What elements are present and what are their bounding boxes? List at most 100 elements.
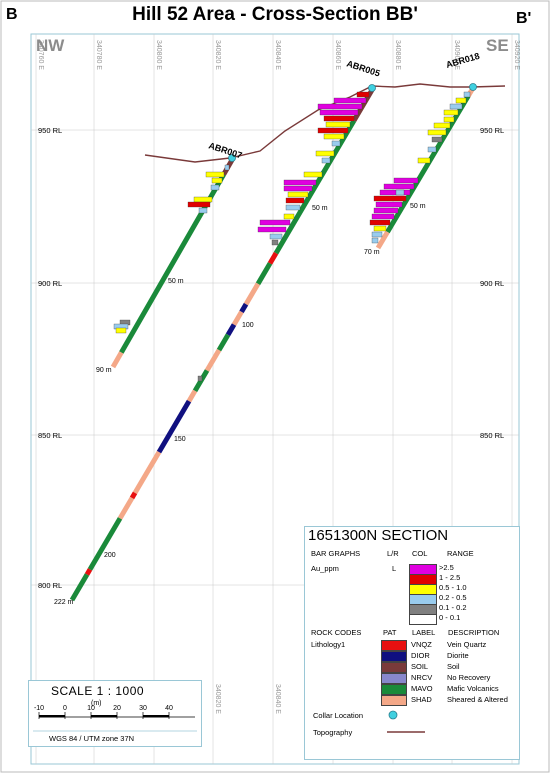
direction-nw-label: NW [36,36,65,55]
legend-range-label: RANGE [447,549,474,558]
depth-label: 50 m [312,205,328,212]
depth-label: 90 m [96,367,112,374]
legend-rock-code: DIOR [411,651,430,660]
scale-tick-label: 40 [165,705,173,712]
assay-bar-group [113,164,230,334]
legend-rock-code: MAVO [411,684,433,693]
assay-bar [395,189,405,196]
easting-tick-label: 340820 E [214,40,221,70]
scale-tick-label: 0 [63,705,67,712]
legend-lr-label: L/R [387,549,399,558]
assay-bar [433,122,451,129]
lithology-interval [87,517,123,571]
assay-bar [210,184,220,191]
lithology-interval [204,348,222,372]
legend-panel: 1651300N SECTION BAR GRAPHS L/R COL RANG… [304,526,520,760]
easting-tick-label: 340860 E [334,40,341,70]
easting-tick-label: 340800 E [155,40,162,70]
assay-bar-group [369,91,471,244]
assay-bar [205,171,225,178]
easting-tick-label: 340760 E [37,40,44,70]
assay-bar [371,213,395,220]
scale-bar-panel: SCALE 1 : 1000 -10 0 10 20 30 40 (m) WGS 84 /… [28,680,202,747]
easting-tick-label: 340780 E [95,40,102,70]
lithology-interval [216,333,231,352]
assay-bar [197,375,203,382]
assay-bar [283,179,317,186]
hole-label-abr018: ABR018 [445,51,481,70]
easting-tick-label-bottom: 340820 E [214,684,221,714]
legend-bar-field: Au_ppm [311,564,339,573]
scale-tick-label: -10 [34,705,44,712]
rl-label-right: 850 RL [480,431,504,440]
assay-bar [373,225,387,232]
assay-bar [449,103,463,110]
projection-label: WGS 84 / UTM zone 37N [49,734,135,743]
collar-location-icon [388,710,398,720]
assay-bar [319,109,359,116]
assay-bar [417,157,431,164]
legend-rock-swatch [381,684,407,695]
assay-bar [259,219,291,226]
assay-bar [393,177,419,184]
scale-tick-label: 10 [87,705,95,712]
assay-bar [317,127,349,134]
assay-bar [383,183,415,190]
topography-line-icon [387,731,425,733]
legend-rock-code: NRCV [411,673,433,682]
legend-rock-description: Soil [447,662,460,671]
lithology-interval [267,251,279,265]
legend-rock-code: VNQZ [411,640,432,649]
assay-bar [443,116,455,123]
easting-tick-label: 340840 E [274,40,281,70]
lithology-interval [255,262,273,286]
depth-label: 100 [242,322,254,329]
assay-bar [211,177,223,184]
legend-rock-code: SHAD [411,695,432,704]
assay-bar [317,103,363,110]
lithology-interval [239,302,249,314]
assay-bar [369,219,391,226]
legend-range-label: 1 - 2.5 [439,573,461,582]
easting-tick-label: 340920 E [513,40,520,70]
assay-bar [331,140,341,147]
assay-bar [427,129,447,136]
lithology-interval [110,351,124,369]
assay-bar [323,115,355,122]
assay-bar [443,109,459,116]
legend-col-label: COL [412,549,428,558]
scale-tick-label: 20 [113,705,121,712]
legend-description-label: DESCRIPTION [448,628,500,637]
legend-rock-description: Mafic Volcanics [447,684,499,693]
collar-marker [368,84,376,92]
lithology-interval [186,389,198,403]
assay-bar [187,201,211,208]
depth-label: 222 m [54,599,74,606]
assay-bar [315,150,335,157]
lithology-interval [225,323,237,337]
legend-rock-code: SOIL [411,662,429,671]
assay-bar [371,237,379,244]
assay-bar [371,231,383,238]
assay-bar [463,91,471,98]
assay-bar [285,197,305,204]
assay-bar [287,191,309,198]
rl-label-left: 900 RL [38,279,62,288]
section-end-label: B' [516,10,532,27]
rl-label-left: 800 RL [38,581,62,590]
depth-label: 200 [104,552,116,559]
legend-rock-description: No Recovery [447,673,491,682]
assay-bar [431,136,443,143]
assay-bar [379,189,411,196]
lithology-interval [69,573,90,602]
assay-bar [283,213,295,220]
hole-label-abr005: ABR005 [345,58,381,78]
assay-bar [283,185,313,192]
assay-bar-group [197,91,370,382]
depth-label: 70 m [364,249,380,256]
assay-bar [375,201,403,208]
legend-range-label: 0.5 - 1.0 [439,583,467,592]
drillhole-abr007 [110,158,235,369]
assay-bar [115,327,127,334]
